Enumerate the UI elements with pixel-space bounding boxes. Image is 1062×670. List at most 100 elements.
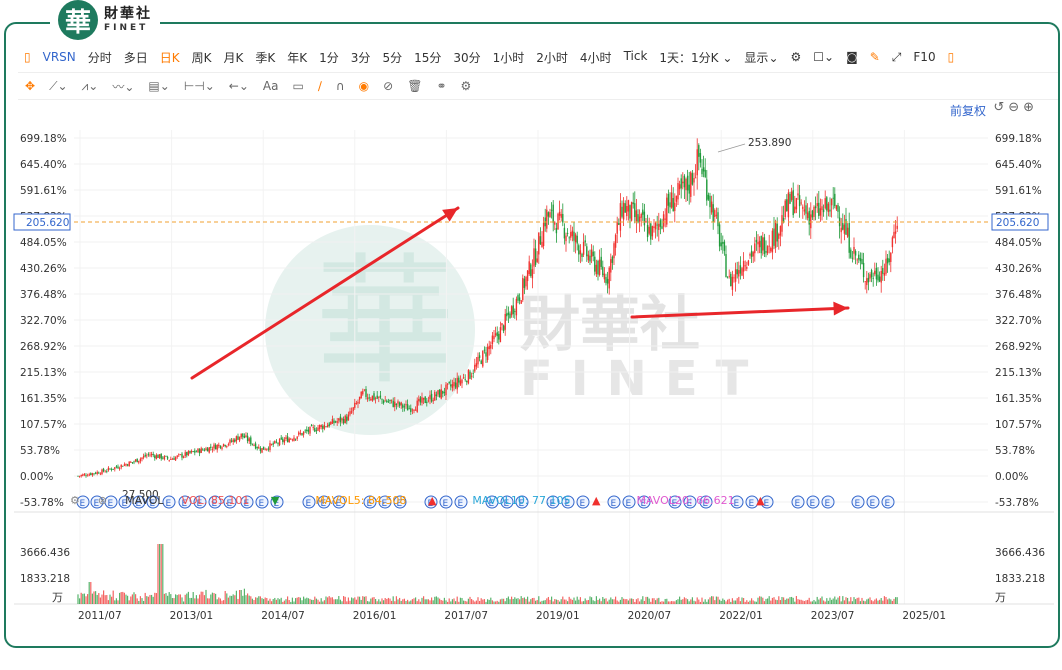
adjust-mode[interactable]: 前复权 (949, 104, 986, 118)
trash-icon[interactable]: 🗑 (407, 79, 423, 93)
event-marker[interactable] (104, 495, 118, 509)
event-marker[interactable] (424, 495, 438, 509)
event-marker[interactable] (622, 495, 636, 509)
event-marker[interactable] (683, 495, 697, 509)
fib-icon[interactable]: ▤⌄ (148, 79, 170, 93)
event-marker[interactable] (118, 495, 132, 509)
event-marker[interactable] (132, 495, 146, 509)
event-marker[interactable] (500, 495, 514, 509)
event-marker[interactable] (240, 495, 254, 509)
polyline-icon[interactable]: ⩘⌄ (81, 78, 99, 93)
tab-period-11[interactable]: 30分 (453, 50, 481, 65)
tab-period-0[interactable]: 分时 (87, 50, 112, 65)
event-marker[interactable] (393, 495, 407, 509)
volume-bar (728, 598, 730, 604)
event-marker[interactable] (791, 495, 805, 509)
event-marker[interactable] (576, 495, 590, 509)
camera-icon[interactable]: ◙ (846, 50, 858, 64)
symbol-label[interactable]: VRSN (42, 50, 76, 64)
event-marker[interactable] (485, 495, 499, 509)
volume-bar (90, 582, 92, 604)
event-marker[interactable] (607, 495, 621, 509)
event-marker[interactable] (146, 495, 160, 509)
event-marker[interactable] (546, 495, 560, 509)
event-marker[interactable] (699, 495, 713, 509)
magnet-icon[interactable]: ∩ (335, 79, 345, 93)
event-marker[interactable] (745, 495, 759, 509)
sidebar-toggle-icon[interactable]: ▯ (24, 50, 31, 64)
gear-icon[interactable]: ⚙ (790, 50, 802, 64)
tab-period-6[interactable]: 年K (287, 50, 308, 65)
tab-period-14[interactable]: 4小时 (579, 50, 612, 65)
event-marker[interactable] (439, 495, 453, 509)
event-marker[interactable] (806, 495, 820, 509)
wave-icon[interactable]: 〰⌄ (112, 79, 135, 94)
close-icon[interactable]: ⊗ (97, 494, 108, 507)
comment-icon[interactable]: ▭ (292, 79, 304, 93)
candle-body (878, 276, 881, 282)
event-marker[interactable] (317, 495, 331, 509)
tab-period-8[interactable]: 3分 (350, 50, 371, 65)
interval-select[interactable]: 1天：1分K ⌄ (659, 50, 733, 65)
event-marker[interactable] (255, 495, 269, 509)
event-marker[interactable] (454, 495, 468, 509)
pen-icon[interactable]: ✎ (869, 50, 880, 64)
event-marker[interactable] (76, 495, 90, 509)
event-marker[interactable] (515, 495, 529, 509)
candle-body (712, 204, 714, 222)
tab-period-1[interactable]: 多日 (123, 50, 148, 65)
text-icon[interactable]: Aa (262, 79, 279, 93)
event-marker[interactable] (821, 495, 835, 509)
event-marker[interactable] (363, 495, 377, 509)
tab-period-10[interactable]: 15分 (414, 50, 442, 65)
tab-period-5[interactable]: 季K (255, 50, 276, 65)
fullscreen-icon[interactable]: ⤢ (891, 49, 902, 64)
event-marker[interactable] (730, 495, 744, 509)
tab-period-9[interactable]: 5分 (382, 50, 403, 65)
chart-controls-icon[interactable]: ↺⊖⊕ (993, 100, 1038, 115)
line-icon[interactable]: ⟋⌄ (49, 78, 68, 93)
tab-period-12[interactable]: 1小时 (492, 50, 525, 65)
indicator-name[interactable]: MAVOL (125, 494, 164, 507)
event-marker[interactable] (223, 495, 237, 509)
event-marker[interactable] (378, 495, 392, 509)
f10-button[interactable]: F10 (913, 50, 936, 64)
event-marker[interactable] (561, 495, 575, 509)
tab-period-15[interactable]: Tick (623, 48, 648, 63)
tab-period-13[interactable]: 2小时 (536, 50, 568, 65)
event-marker[interactable] (851, 495, 865, 509)
volume-bar (317, 599, 319, 604)
link-icon[interactable]: ⚭ (436, 79, 447, 93)
event-marker[interactable] (270, 495, 284, 509)
tab-period-3[interactable]: 周K (191, 50, 212, 65)
event-marker[interactable] (760, 495, 774, 509)
settings-icon[interactable]: ⚙ (460, 79, 472, 93)
hide-icon[interactable]: ⊘ (383, 79, 394, 93)
tab-period-4[interactable]: 月K (223, 50, 244, 65)
event-marker[interactable] (193, 495, 207, 509)
layout-icon[interactable]: ☐⌄ (813, 50, 835, 64)
current-price-right: 205.620 (996, 217, 1039, 229)
move-icon[interactable]: ✥ (25, 79, 36, 93)
tab-period-7[interactable]: 1分 (319, 50, 339, 65)
event-marker[interactable] (637, 495, 651, 509)
arrow-icon[interactable]: ←⌄ (228, 79, 249, 93)
settings-icon[interactable]: ⚙ (70, 494, 80, 507)
measure-icon[interactable]: ⊢⊣⌄ (183, 79, 215, 93)
event-marker[interactable] (866, 495, 880, 509)
panel-toggle-icon[interactable]: ▯ (947, 50, 955, 64)
event-marker[interactable] (162, 495, 176, 509)
event-marker[interactable] (302, 495, 316, 509)
brush-icon[interactable]: ∕ (317, 79, 322, 93)
event-marker[interactable] (668, 495, 682, 509)
event-marker[interactable] (332, 495, 346, 509)
display-select[interactable]: 显示⌄ (744, 50, 779, 65)
event-marker[interactable] (208, 495, 222, 509)
event-marker[interactable] (90, 495, 104, 509)
tab-period-2[interactable]: 日K (159, 50, 180, 65)
event-marker[interactable] (881, 495, 895, 509)
volume-bar (455, 601, 457, 604)
eye-icon[interactable]: ◉ (358, 79, 370, 93)
event-marker[interactable] (178, 495, 192, 509)
